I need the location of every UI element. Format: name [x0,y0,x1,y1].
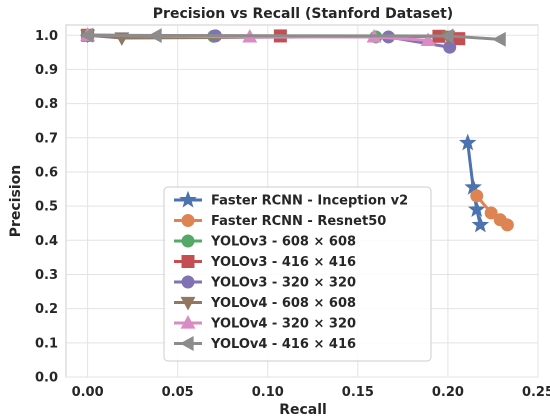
legend-entry: YOLOv4 - 608 × 608 [174,296,356,311]
data-point [439,28,454,44]
data-point [467,200,486,217]
legend-marker [179,190,197,208]
legend-marker [181,255,195,268]
legend-marker [180,315,196,329]
legend-marker [180,296,196,311]
chart-title: Precision vs Recall (Stanford Dataset) [153,6,453,22]
data-point [492,31,506,47]
data-point [79,27,94,43]
legend-entry: YOLOv3 - 608 × 608 [174,234,356,250]
data-point [471,215,490,233]
data-point [500,218,514,232]
data-point [420,32,436,46]
legend-label: YOLOv4 - 320 × 320 [210,317,356,332]
legend-entry: YOLOv4 - 320 × 320 [174,315,356,332]
legend-entry: YOLOv3 - 320 × 320 [174,275,356,291]
legend-entry: Faster RCNN - Inception v2 [174,190,408,209]
data-point [148,28,162,44]
y-tick-label: 0.8 [35,97,58,112]
y-tick-label: 0.1 [35,336,58,351]
y-tick-label: 0.2 [35,302,58,317]
legend-marker [181,234,195,248]
x-tick-label: 0.10 [252,385,284,400]
legend-entry: YOLOv4 - 416 × 416 [174,336,356,352]
x-tick-label: 0.00 [72,385,104,400]
y-tick-label: 0.4 [35,234,58,249]
x-tick-label: 0.15 [342,385,374,400]
legend-entry: YOLOv3 - 416 × 416 [174,255,356,270]
legend: Faster RCNN - Inception v2 Faster RCNN - … [163,186,432,362]
series-8 [79,27,506,47]
legend-label: Faster RCNN - Resnet50 [211,214,386,229]
legend-label: YOLOv4 - 608 × 608 [210,296,356,311]
y-tick-label: 0.7 [35,131,58,146]
y-tick-label: 0.6 [35,165,58,180]
legend-label: YOLOv3 - 320 × 320 [210,276,356,291]
legend-label: Faster RCNN - Inception v2 [211,194,408,209]
y-tick-label: 0.0 [35,371,58,386]
legend-box [163,186,432,362]
series-2 [470,189,514,232]
x-tick-label: 0.20 [432,385,464,400]
y-tick-label: 0.5 [35,200,58,215]
y-tick-label: 1.0 [35,29,58,44]
y-axis-title: Precision [8,165,24,237]
data-point [470,189,484,203]
legend-label: YOLOv3 - 416 × 416 [210,255,356,270]
legend-label: YOLOv4 - 416 × 416 [210,337,356,352]
data-point [443,40,457,54]
y-tick-label: 0.9 [35,63,58,78]
legend-marker [180,336,194,351]
legend-marker [181,275,195,289]
series-line [87,33,501,41]
y-tick-label: 0.3 [35,268,58,283]
legend-label: YOLOv3 - 608 × 608 [210,235,356,250]
data-point [484,206,498,220]
data-point [458,133,477,151]
x-tick-label: 0.05 [162,385,194,400]
x-axis-title: Recall [279,402,327,418]
x-tick-label: 0.25 [522,385,550,400]
legend-marker [181,214,195,227]
legend-entry: Faster RCNN - Resnet50 [174,214,386,229]
